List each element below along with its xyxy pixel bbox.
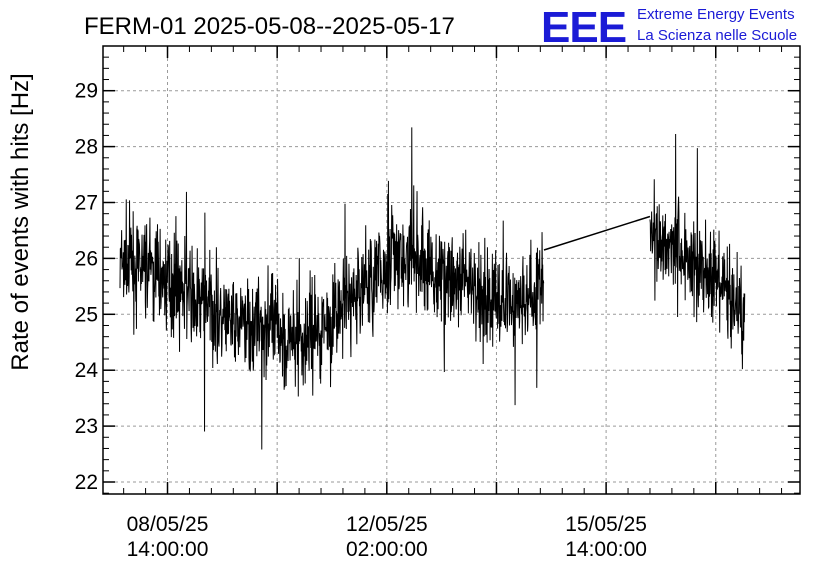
y-tick-label: 29 bbox=[75, 80, 98, 103]
y-tick-label: 24 bbox=[75, 359, 99, 382]
data-segment-1 bbox=[119, 127, 545, 450]
data-segment-2 bbox=[649, 133, 746, 370]
y-axis: 22 23 24 25 26 27 28 29 bbox=[75, 56, 800, 494]
x-tick-date: 12/05/25 bbox=[346, 513, 428, 536]
x-tick-time: 02:00:00 bbox=[346, 538, 428, 561]
x-tick-date: 08/05/25 bbox=[127, 513, 209, 536]
x-axis: 08/05/2514:00:0012/05/2502:00:0015/05/25… bbox=[123, 46, 783, 561]
logo-line-2: La Scienza nelle Scuole bbox=[637, 27, 797, 44]
y-tick-label: 27 bbox=[75, 192, 98, 215]
y-tick-label: 22 bbox=[75, 471, 98, 494]
logo-letters: EEE bbox=[541, 3, 626, 52]
x-tick-date: 15/05/25 bbox=[565, 513, 647, 536]
data-series bbox=[119, 127, 746, 450]
y-axis-label: Rate of events with hits [Hz] bbox=[7, 73, 34, 370]
y-tick-label: 26 bbox=[75, 247, 98, 270]
eee-logo: EEE Extreme Energy Events La Scienza nel… bbox=[541, 3, 797, 52]
y-tick-label: 25 bbox=[75, 303, 98, 326]
x-tick-time: 14:00:00 bbox=[565, 538, 647, 561]
gap-connector-line bbox=[543, 215, 651, 251]
y-tick-label: 28 bbox=[75, 136, 98, 159]
logo-line-1: Extreme Energy Events bbox=[637, 6, 795, 23]
chart-title: FERM-01 2025-05-08--2025-05-17 bbox=[84, 13, 455, 40]
y-tick-label: 23 bbox=[75, 415, 98, 438]
x-tick-time: 14:00:00 bbox=[127, 538, 209, 561]
